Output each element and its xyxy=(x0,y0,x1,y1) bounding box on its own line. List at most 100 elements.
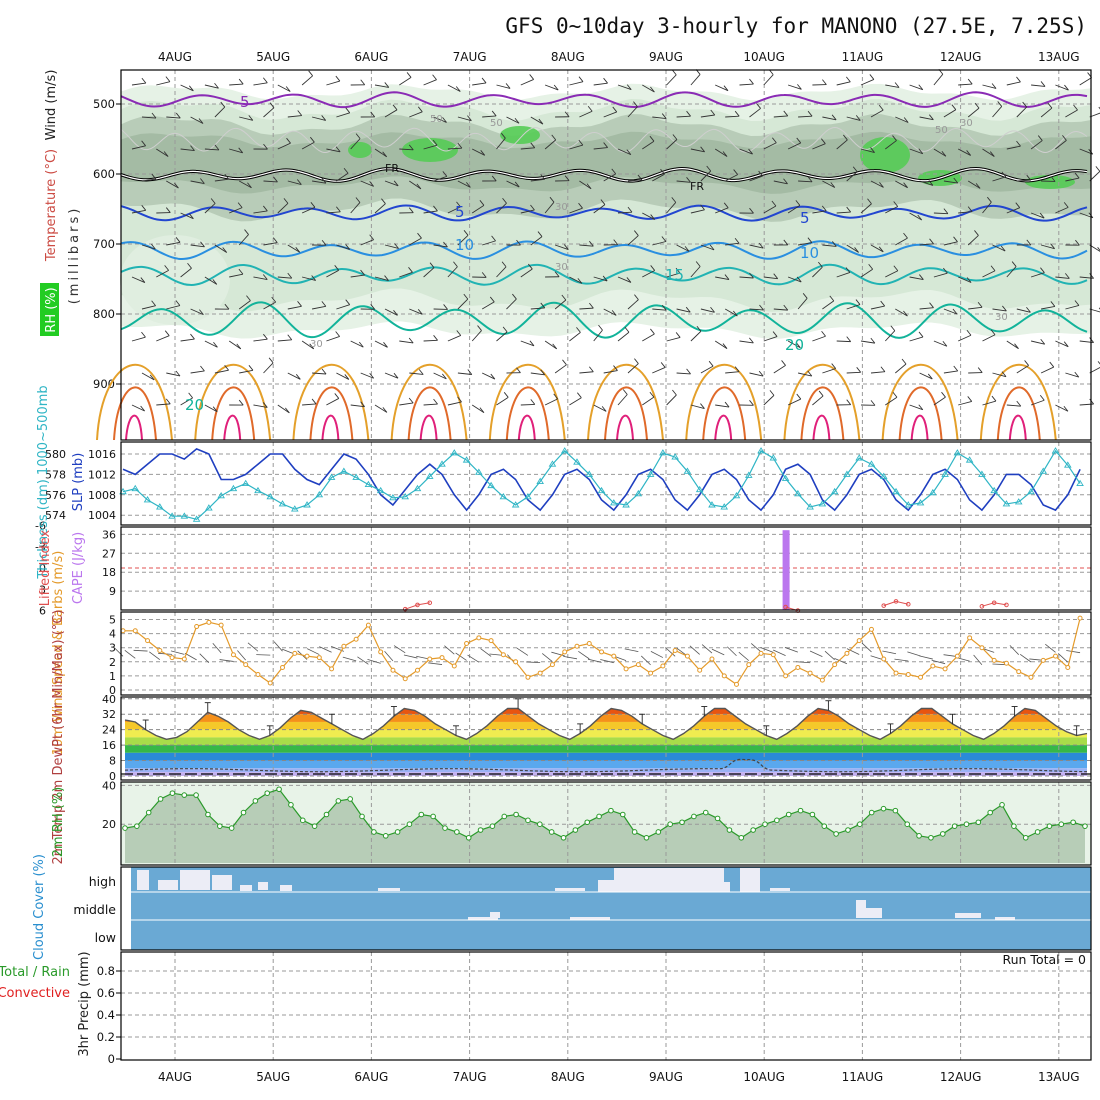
top-day-label: 10AUG xyxy=(743,50,785,64)
wind-barb-flag xyxy=(672,134,678,140)
temp-band xyxy=(125,768,1087,773)
wind-barb xyxy=(302,403,317,406)
wind-barb-flag xyxy=(463,230,469,236)
wind-barb-flag xyxy=(818,390,824,397)
rh2m-marker xyxy=(264,790,271,796)
wind-barb xyxy=(253,338,268,342)
wind-barb-flag xyxy=(918,148,924,155)
rh2m-marker xyxy=(1022,834,1029,841)
wind-barb xyxy=(749,244,764,249)
isotherm-15 xyxy=(120,263,1088,286)
wind-barb xyxy=(870,109,884,118)
wind10m-marker xyxy=(378,649,384,655)
wind-barb xyxy=(943,370,958,374)
rh2m-tick-label: 20 xyxy=(102,818,116,831)
wind-barb xyxy=(229,148,243,154)
wind-barb-flag xyxy=(355,197,361,203)
wind-barb xyxy=(943,180,958,184)
wind-barb-flag xyxy=(141,140,146,147)
wind-barb xyxy=(544,201,555,214)
wind-barb-flag xyxy=(708,360,714,367)
li-line xyxy=(883,600,909,607)
top-day-label: 12AUG xyxy=(940,50,982,64)
thickness-marker xyxy=(1027,487,1035,495)
wind-barb-flag xyxy=(601,406,607,412)
wind-barb xyxy=(846,371,861,374)
cloud-high-gap xyxy=(180,870,210,890)
rh2m-marker xyxy=(868,809,875,816)
isotherm-35 xyxy=(321,414,340,441)
wind-barb xyxy=(1055,84,1069,91)
rh2m-tick-label: 40 xyxy=(102,779,116,792)
rh2m-marker xyxy=(762,821,768,828)
wind-barb-flag xyxy=(263,143,268,150)
wind-barb-flag xyxy=(626,149,632,155)
wind-barb xyxy=(763,74,774,86)
wind-barb-flag xyxy=(383,342,388,348)
wind-barb xyxy=(787,340,801,349)
wind-barb-flag xyxy=(297,301,302,307)
wind-barb-flag xyxy=(443,304,448,310)
cloud-high-gap xyxy=(690,882,730,892)
wind-barb-flag xyxy=(846,399,852,405)
wind-barb xyxy=(214,244,227,253)
bottom-day-label: 5AUG xyxy=(256,1070,290,1084)
wind10m-marker xyxy=(807,670,813,676)
surface-wind-barb xyxy=(133,649,148,652)
wind-barb xyxy=(399,271,413,278)
wind-barb-flag xyxy=(505,83,511,89)
wind-barb xyxy=(287,372,301,380)
wind10m-marker xyxy=(930,663,936,669)
wind-barb-flag xyxy=(297,110,303,116)
wind-barb-flag xyxy=(175,237,181,243)
wind10m-marker xyxy=(795,664,801,670)
wind-barb-flag xyxy=(490,373,496,380)
rh2m-marker xyxy=(1058,821,1065,828)
wind-barb-flag xyxy=(491,175,497,182)
wind-barb xyxy=(690,148,705,153)
rh2m-marker xyxy=(252,798,259,804)
wind-barb-flag xyxy=(343,167,349,174)
wind-barb xyxy=(958,400,972,406)
rh-moist-patch xyxy=(500,126,540,144)
wind-barb xyxy=(967,235,979,246)
wind-barb-flag xyxy=(1050,243,1055,249)
wind-barb-flag xyxy=(481,77,487,84)
cloud-mid-gap xyxy=(570,917,610,920)
panel-frame xyxy=(120,866,1092,951)
wind-barb-flag xyxy=(443,241,448,248)
contour-label: 50 xyxy=(430,114,443,125)
wind-barb xyxy=(763,395,775,406)
wind-barb-flag xyxy=(587,105,593,112)
wind-barb-flag xyxy=(417,106,423,113)
surface-wind-barb xyxy=(480,648,492,657)
wind-barb-flag xyxy=(467,115,472,121)
wind-barb-flag xyxy=(650,86,655,93)
wind-barb xyxy=(652,241,666,246)
wind-barb-flag xyxy=(175,112,181,119)
wind-barb-flag xyxy=(174,182,179,189)
ylabel-slp: SLP (mb) xyxy=(71,453,86,512)
surface-wind-barb xyxy=(124,649,136,659)
wind-barb-flag xyxy=(140,277,146,283)
wind-barb xyxy=(569,207,583,214)
surface-wind-barb xyxy=(587,658,602,663)
isotherm-20 xyxy=(120,301,1088,339)
wind-barb-flag xyxy=(164,330,170,336)
wind10m-tick-label: 0 xyxy=(109,684,116,697)
li-marker xyxy=(991,600,997,606)
surface-wind-barb xyxy=(750,643,762,653)
rh2m-marker xyxy=(382,833,389,839)
wind-barb-flag xyxy=(335,206,341,213)
wind-barb-flag xyxy=(561,294,567,301)
wind-barb xyxy=(1006,404,1021,407)
thickness-marker xyxy=(634,489,643,497)
wind-barb-flag xyxy=(748,148,753,155)
thickness-marker xyxy=(462,456,471,463)
wind-barb-flag xyxy=(272,237,278,243)
wind-barb xyxy=(822,300,835,310)
contour-label: 5 xyxy=(455,203,465,221)
thickness-marker xyxy=(352,473,360,480)
wind-barb-flag xyxy=(588,240,594,247)
rh2m-marker xyxy=(916,833,922,839)
